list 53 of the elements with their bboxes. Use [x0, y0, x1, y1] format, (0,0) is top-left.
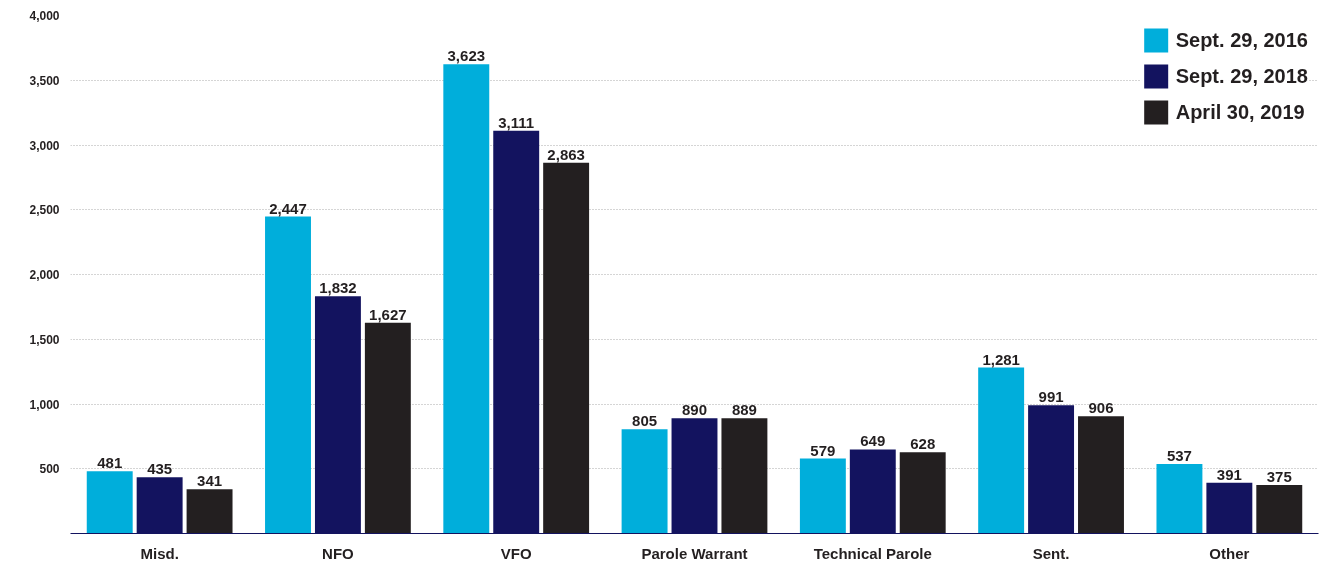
data-label: 906 [1088, 399, 1114, 417]
data-label: 2,863 [547, 145, 585, 163]
bar [543, 162, 590, 534]
data-label: 375 [1266, 467, 1292, 485]
data-label: 391 [1216, 465, 1242, 483]
data-label: 649 [860, 432, 886, 450]
data-label: 537 [1166, 446, 1192, 464]
bar [1156, 463, 1203, 534]
bar [186, 489, 233, 534]
data-label: 3,111 [498, 113, 535, 131]
data-label: 1,832 [319, 279, 357, 297]
x-tick-label: Parole Warrant [641, 544, 748, 562]
data-label: 341 [197, 472, 223, 490]
bar [721, 418, 768, 534]
bar [978, 367, 1025, 534]
data-label: 481 [97, 454, 123, 472]
bar [443, 64, 490, 534]
y-tick-label: 2,500 [29, 203, 60, 218]
bar [899, 452, 946, 534]
data-label: 991 [1038, 388, 1064, 406]
y-tick-label: 4,000 [29, 9, 60, 23]
x-tick-label: Sent. [1032, 544, 1070, 562]
bar [86, 471, 133, 534]
data-label: 1,627 [369, 305, 407, 323]
data-label: 435 [147, 460, 173, 478]
data-label: 2,447 [269, 199, 307, 217]
y-tick-label: 3,500 [29, 73, 60, 88]
y-tick-label: 3,000 [29, 138, 60, 153]
data-label: 579 [810, 441, 836, 459]
data-label: 890 [681, 401, 708, 419]
bar [364, 322, 411, 534]
legend-label: April 30, 2019 [1175, 100, 1305, 124]
x-tick-label: Misd. [140, 544, 179, 562]
y-tick-label: 1,000 [29, 397, 60, 412]
bar [1078, 416, 1124, 534]
x-tick-label: Other [1209, 544, 1250, 562]
data-label: 1,281 [982, 350, 1020, 368]
y-tick-label: 500 [39, 462, 60, 477]
bar [621, 429, 668, 534]
bar [799, 458, 846, 534]
x-tick-label: VFO [500, 544, 532, 562]
x-tick-label: NFO [322, 544, 355, 562]
x-tick-label: Technical Parole [813, 544, 932, 562]
bar [1256, 484, 1303, 534]
legend-label: Sept. 29, 2018 [1175, 64, 1308, 88]
bar [265, 216, 311, 534]
legend-label: Sept. 29, 2016 [1175, 28, 1308, 52]
data-label: 805 [632, 412, 658, 430]
y-tick-label: 1,500 [29, 332, 60, 347]
data-label: 3,623 [447, 47, 486, 65]
data-label: 889 [731, 401, 757, 419]
data-label: 628 [910, 435, 936, 453]
y-tick-label: 2,000 [29, 268, 60, 282]
